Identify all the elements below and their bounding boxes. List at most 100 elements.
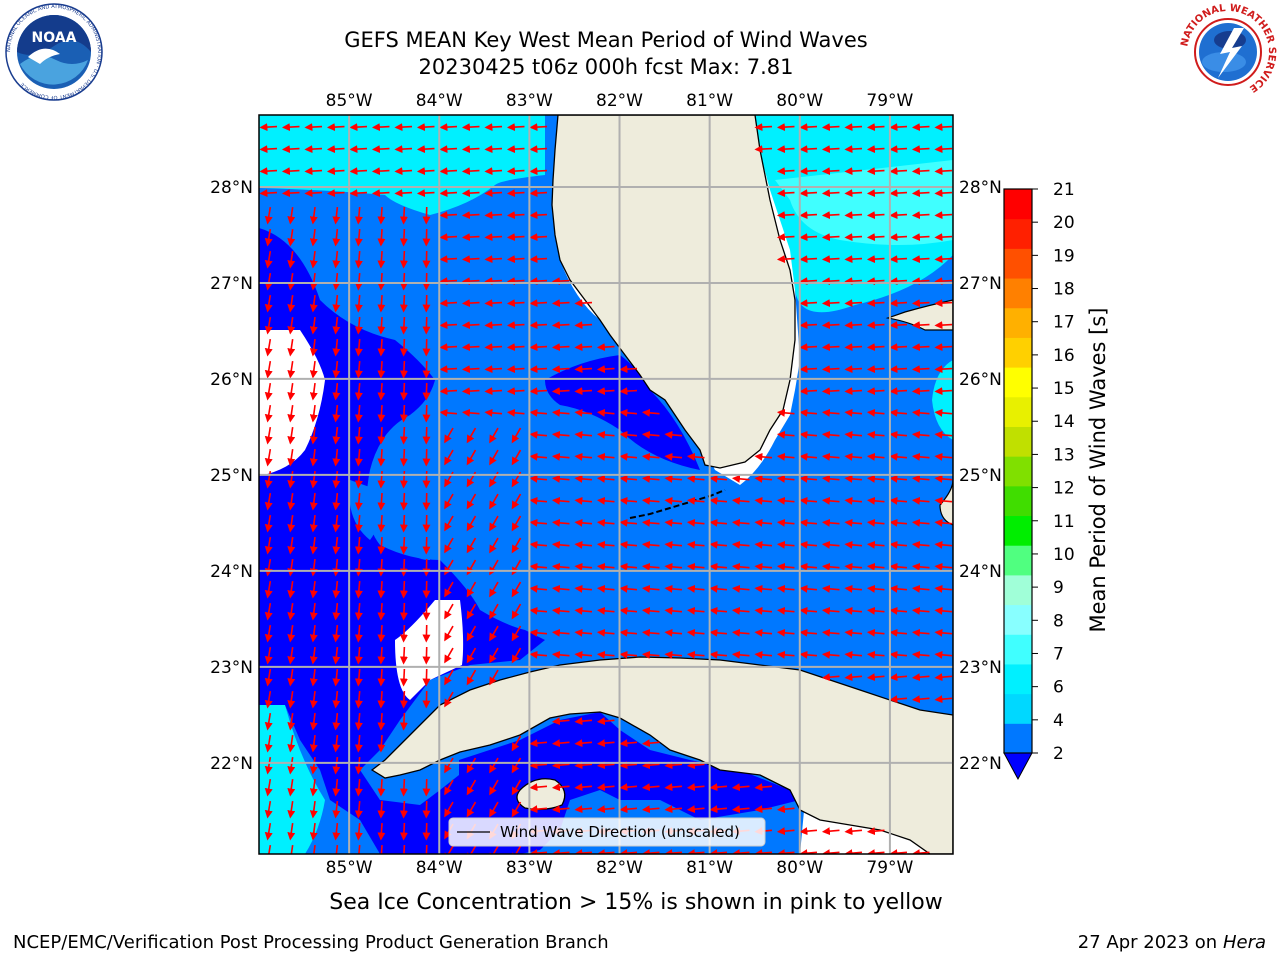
wave-direction-arrow xyxy=(506,277,525,286)
wave-direction-arrow xyxy=(287,690,296,709)
wave-direction-arrow xyxy=(889,145,908,154)
wave-direction-arrow xyxy=(911,233,930,242)
wave-direction-arrow xyxy=(309,228,318,247)
wave-direction-arrow xyxy=(821,628,840,637)
wave-direction-arrow xyxy=(444,537,454,554)
wave-direction-arrow xyxy=(844,343,863,352)
wave-direction-arrow xyxy=(799,628,818,637)
wave-direction-arrow xyxy=(484,299,503,308)
wave-direction-arrow xyxy=(281,167,300,176)
wave-direction-arrow xyxy=(574,387,593,396)
wave-direction-arrow xyxy=(574,628,593,637)
wave-direction-arrow xyxy=(287,668,296,687)
wave-direction-arrow xyxy=(889,584,908,593)
colorbar-tick-label: 15 xyxy=(1053,379,1075,399)
wave-direction-arrow xyxy=(641,606,660,615)
colorbar-segment xyxy=(1004,545,1032,576)
wave-direction-arrow xyxy=(371,189,390,198)
wave-direction-arrow xyxy=(461,255,480,264)
wave-direction-arrow xyxy=(335,844,339,854)
wave-direction-arrow xyxy=(444,427,454,444)
wave-direction-arrow xyxy=(332,382,341,401)
wave-direction-arrow xyxy=(511,625,522,642)
wave-direction-arrow xyxy=(394,189,413,198)
wave-direction-arrow xyxy=(394,123,413,132)
wave-direction-arrow xyxy=(866,277,885,286)
wave-direction-arrow xyxy=(844,673,863,682)
wave-direction-arrow xyxy=(889,518,908,527)
wave-direction-arrow xyxy=(844,474,863,483)
wave-direction-arrow xyxy=(551,606,570,615)
wave-direction-arrow xyxy=(444,449,454,466)
wave-direction-arrow xyxy=(776,474,795,483)
wave-direction-arrow xyxy=(484,408,503,417)
wave-direction-arrow xyxy=(686,562,705,571)
wave-direction-arrow xyxy=(821,673,840,682)
wave-direction-arrow xyxy=(686,805,705,814)
wave-direction-arrow xyxy=(934,673,953,682)
colorbar-tick-label: 8 xyxy=(1053,611,1064,631)
wave-direction-arrow xyxy=(466,625,477,642)
wave-direction-arrow xyxy=(866,673,885,682)
wave-direction-arrow xyxy=(934,695,953,704)
wave-direction-arrow xyxy=(309,448,318,467)
wave-direction-arrow xyxy=(309,492,318,511)
wave-direction-arrow xyxy=(754,628,773,637)
lat-label-right: 22°N xyxy=(959,754,1002,774)
wave-direction-arrow xyxy=(309,756,318,775)
wave-direction-arrow xyxy=(529,783,548,792)
wave-direction-arrow xyxy=(529,496,548,505)
wave-direction-arrow xyxy=(776,189,795,198)
wave-direction-arrow xyxy=(399,646,408,665)
colorbar-tick-label: 9 xyxy=(1053,578,1064,598)
wave-direction-arrow xyxy=(641,562,660,571)
colorbar-tick-label: 11 xyxy=(1053,512,1075,532)
wave-direction-arrow xyxy=(529,123,548,132)
wave-direction-arrow xyxy=(799,123,818,132)
wave-direction-arrow xyxy=(889,365,908,374)
wave-direction-arrow xyxy=(551,496,570,505)
wave-direction-arrow xyxy=(596,430,615,439)
wave-direction-arrow xyxy=(377,492,386,511)
wave-direction-arrow xyxy=(889,167,908,176)
wave-direction-arrow xyxy=(776,650,795,659)
wave-direction-arrow xyxy=(844,365,863,374)
wave-direction-arrow xyxy=(596,562,615,571)
wave-direction-arrow xyxy=(844,540,863,549)
wave-direction-arrow xyxy=(776,584,795,593)
wave-direction-arrow xyxy=(574,783,593,792)
wave-direction-arrow xyxy=(641,739,660,748)
lat-label-right: 26°N xyxy=(959,370,1002,390)
wave-direction-arrow xyxy=(776,123,795,132)
wave-direction-arrow xyxy=(377,712,386,731)
wave-direction-arrow xyxy=(354,536,363,555)
wave-direction-arrow xyxy=(484,167,503,176)
wave-direction-arrow xyxy=(444,779,454,796)
wave-direction-arrow xyxy=(709,650,728,659)
wave-direction-arrow xyxy=(551,717,570,726)
wave-direction-arrow xyxy=(596,540,615,549)
wave-direction-arrow xyxy=(821,496,840,505)
wave-direction-arrow xyxy=(506,233,525,242)
wave-direction-arrow xyxy=(332,250,341,269)
wave-direction-arrow xyxy=(264,492,273,511)
wave-direction-arrow xyxy=(377,668,386,687)
wave-direction-arrow xyxy=(511,779,522,796)
wave-direction-arrow xyxy=(619,430,638,439)
wave-direction-arrow xyxy=(377,690,386,709)
wave-direction-arrow xyxy=(511,449,522,466)
wave-direction-arrow xyxy=(444,493,454,510)
wave-direction-arrow xyxy=(911,606,930,615)
wave-direction-arrow xyxy=(394,145,413,154)
band-lt2-gulf xyxy=(259,228,800,854)
wave-direction-arrow xyxy=(287,426,296,445)
wave-direction-arrow xyxy=(776,145,795,154)
wave-direction-arrow xyxy=(889,343,908,352)
wave-direction-arrow xyxy=(399,360,408,379)
wave-direction-arrow xyxy=(889,387,908,396)
wave-direction-arrow xyxy=(444,647,454,664)
wave-direction-arrow xyxy=(332,690,341,709)
lat-label-right: 25°N xyxy=(959,466,1002,486)
wave-direction-arrow xyxy=(354,492,363,511)
wave-direction-arrow xyxy=(889,408,908,417)
